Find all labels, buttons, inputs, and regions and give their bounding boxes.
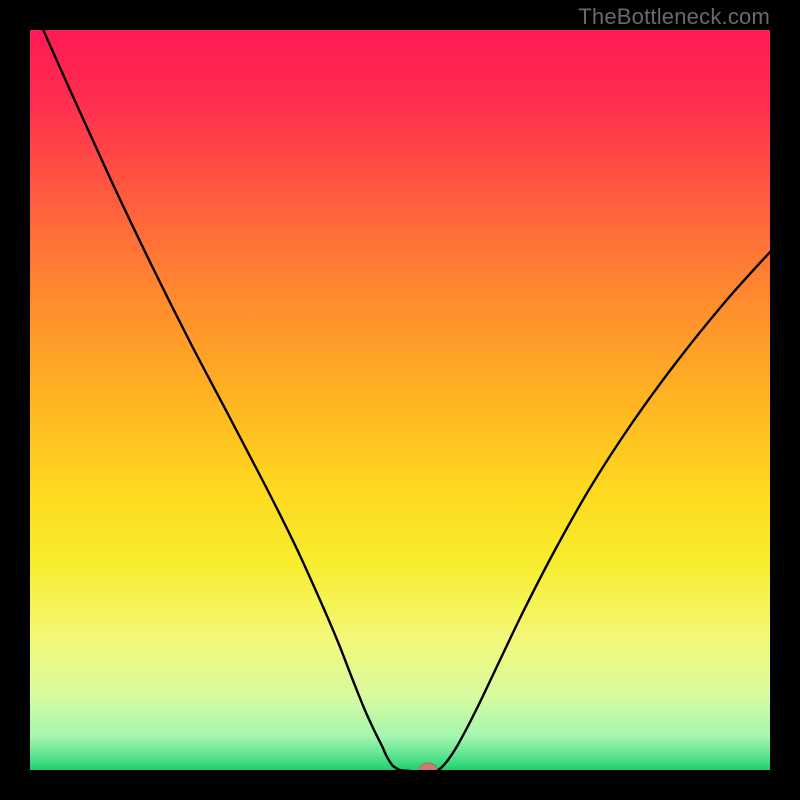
plot-area [30,30,770,770]
gradient-background [30,30,770,770]
watermark-text: TheBottleneck.com [578,4,770,30]
chart-container: TheBottleneck.com [0,0,800,800]
chart-svg [30,30,770,770]
